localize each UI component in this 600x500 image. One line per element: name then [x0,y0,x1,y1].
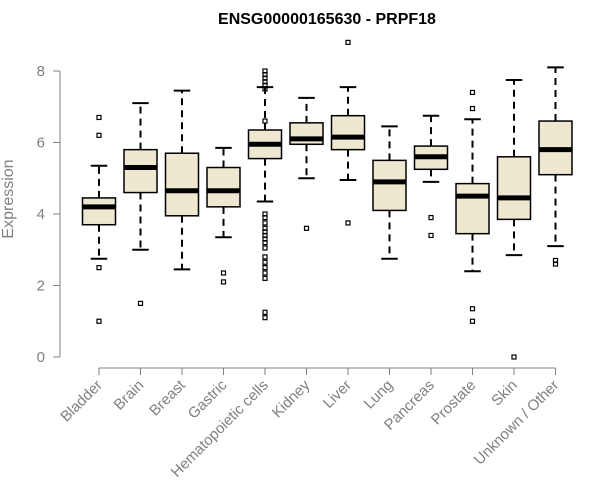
outlier-point [262,240,268,246]
outlier-point [262,118,268,124]
iqr-box [206,166,241,208]
outlier-point [96,114,102,121]
outlier-point [262,220,268,226]
x-tick-label: Skin [488,377,521,410]
y-tick-label: 4 [37,206,45,223]
outlier-point [262,270,268,276]
box-unknown-other [538,66,573,267]
outlier-point [220,270,227,276]
box-brain [123,102,158,306]
outlier-point [96,265,102,271]
iqr-box [81,197,117,226]
y-tick-label: 6 [37,135,45,152]
x-tick-label: Lung [361,377,397,413]
box-bladder [81,114,117,324]
iqr-box [496,156,532,221]
outlier-point [262,275,268,281]
outlier-point [552,261,559,267]
outlier-point [262,245,268,251]
boxes-group [81,39,573,360]
outlier-point [137,300,144,306]
y-tick-label: 2 [37,278,45,295]
outlier-point [262,214,268,221]
outlier-point [428,214,434,221]
outlier-point [469,89,476,96]
outlier-point [96,318,102,324]
iqr-box [330,114,366,151]
outlier-point [220,279,227,285]
iqr-box [164,152,200,217]
y-axis: 0 2 4 6 8 [37,63,61,366]
y-tick-label: 8 [37,63,45,80]
outlier-point [303,225,310,231]
box-skin [496,78,532,360]
outlier-point [511,354,517,360]
box-gastric [206,146,241,285]
iqr-box [123,148,158,194]
outlier-point [428,232,434,239]
chart-title: ENSG00000165630 - PRPF18 [218,11,436,28]
box-breast [164,89,200,271]
outlier-point [262,259,268,265]
outlier-point [262,86,268,92]
box-kidney [289,96,324,231]
outlier-point [469,105,476,112]
x-tick-label: Liver [320,377,355,412]
x-tick-label: Brain [111,377,148,414]
outlier-point [96,132,102,138]
box-liver [330,39,366,226]
box-hematopoietic-cells [247,68,283,321]
outlier-point [469,306,476,312]
outlier-point [469,318,476,324]
y-axis-label: Expression [0,159,17,238]
y-tick-label: 0 [37,349,45,366]
x-tick-label: Breast [146,376,189,419]
iqr-box [372,159,407,212]
outlier-point [262,254,268,260]
x-tick-label: Prostate [428,377,480,429]
box-pancreas [413,114,449,239]
x-tick-label: Bladder [57,377,106,426]
outlier-point [262,315,268,321]
outlier-point [345,220,351,226]
box-prostate [455,89,490,324]
iqr-box [455,182,490,235]
x-tick-label: Kidney [269,376,314,421]
outlier-point [262,265,268,271]
outlier-point [262,309,268,315]
box-lung [372,125,407,260]
outlier-point [345,39,351,46]
